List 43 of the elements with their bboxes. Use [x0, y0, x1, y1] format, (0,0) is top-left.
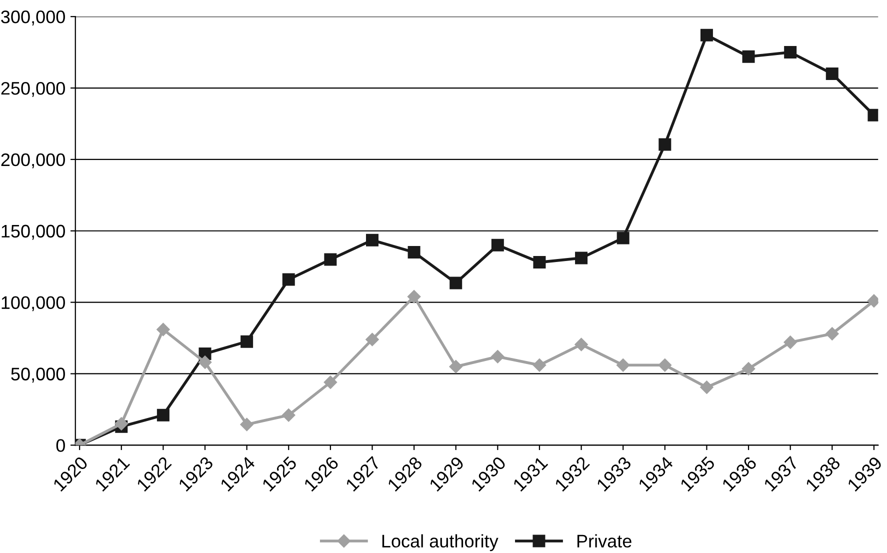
point: [282, 408, 296, 422]
point: [658, 358, 672, 372]
y-tick-label: 150,000: [2, 224, 65, 240]
point: [616, 232, 630, 244]
y-tick-label: 0: [56, 439, 65, 452]
point: [114, 417, 128, 430]
point: [324, 253, 337, 266]
point: [156, 322, 170, 336]
point: [658, 138, 672, 151]
point: [575, 252, 588, 264]
point: [282, 273, 295, 286]
point: [700, 28, 713, 42]
point: [198, 356, 212, 369]
point: [826, 327, 839, 340]
legend-label: Private: [577, 534, 632, 548]
point: [366, 332, 379, 346]
point: [491, 350, 504, 364]
y-tick-label: 50,000: [11, 368, 65, 383]
point: [491, 238, 504, 252]
point: [532, 358, 546, 372]
point: [574, 338, 588, 352]
point: [742, 362, 756, 376]
point: [407, 290, 421, 304]
y-tick-label: 200,000: [1, 153, 65, 168]
point: [366, 234, 378, 246]
point: [742, 50, 755, 63]
point: [408, 246, 420, 259]
point: [450, 276, 462, 290]
point: [826, 67, 838, 80]
point: [240, 418, 254, 432]
y-tick-label: 100,000: [2, 296, 65, 312]
point: [240, 335, 254, 348]
point: [616, 358, 630, 372]
point: [156, 408, 170, 422]
point: [324, 376, 338, 389]
point: [700, 380, 714, 394]
y-tick-label: 250,000: [1, 82, 65, 97]
point: [784, 46, 797, 59]
y-tick-label: 300,000: [1, 10, 65, 26]
point: [449, 360, 462, 374]
legend-label: Local authority: [382, 534, 498, 552]
point: [784, 336, 797, 349]
point: [533, 256, 546, 269]
